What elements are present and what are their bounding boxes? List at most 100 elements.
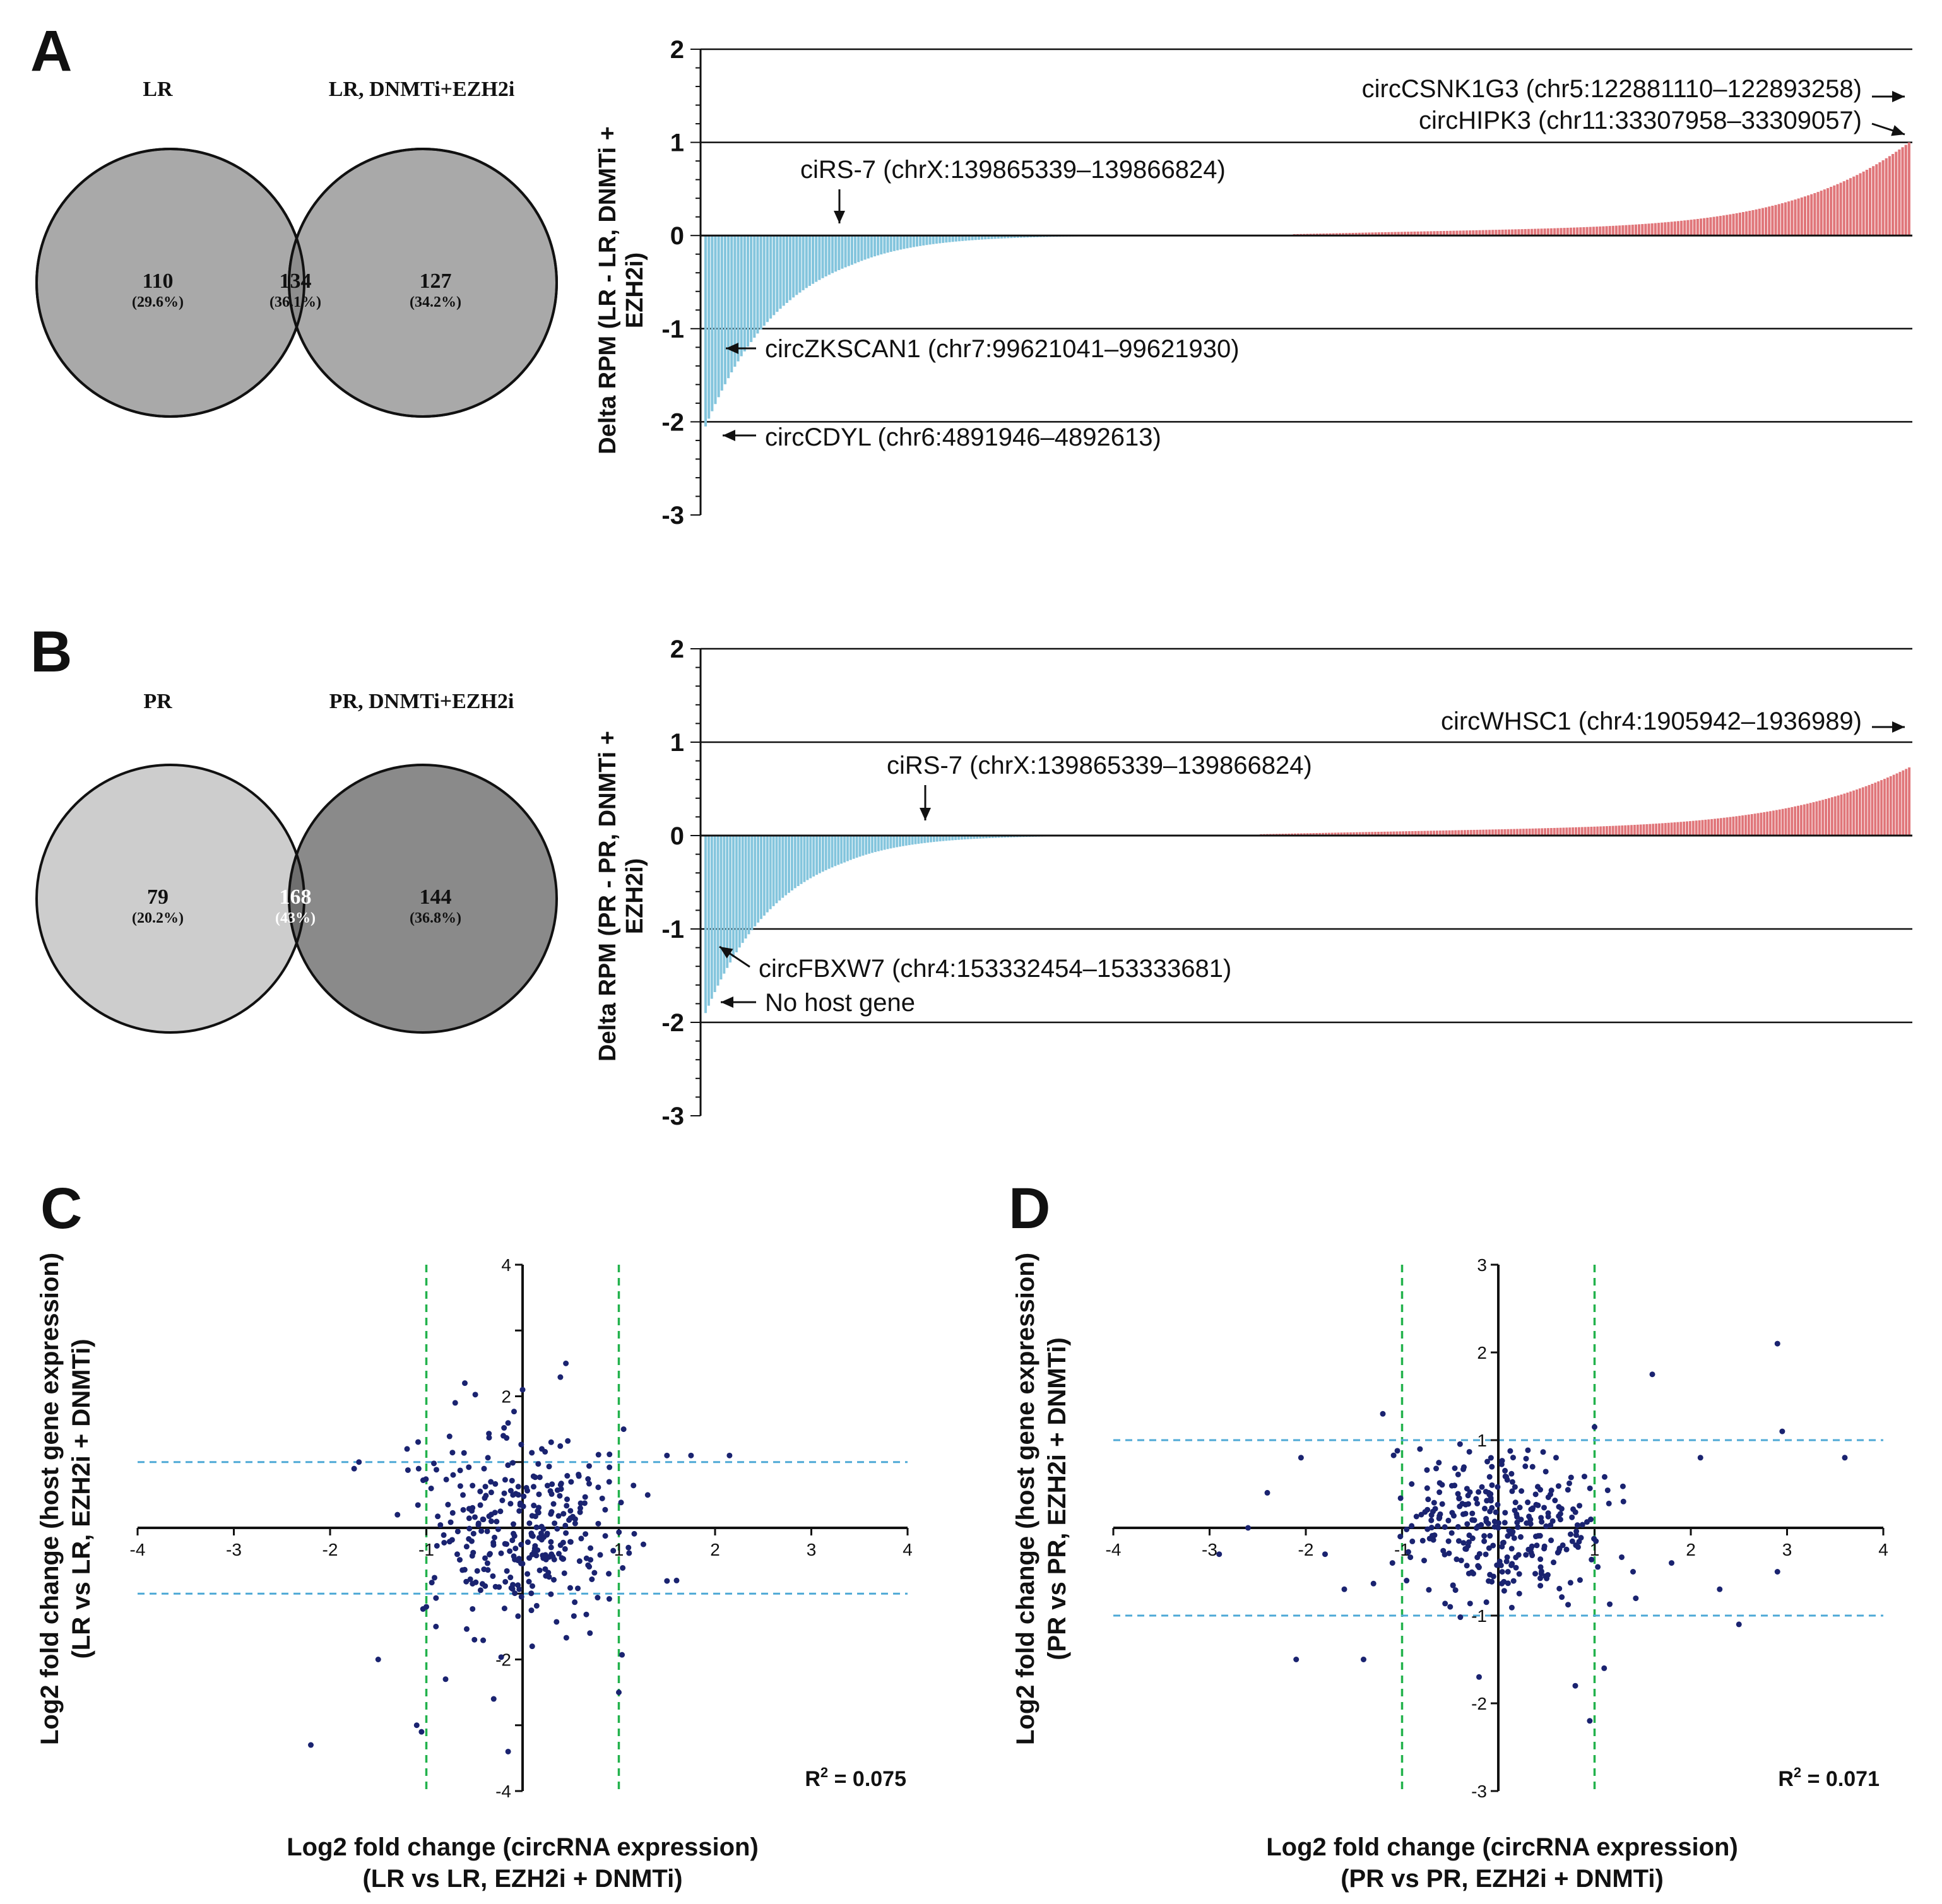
scatter-c-point — [485, 1455, 491, 1461]
scatter-c-point — [466, 1515, 472, 1522]
scatter-c-point — [415, 1439, 421, 1445]
scatter-c-point — [446, 1433, 453, 1440]
scatter-d-ytick-label: 2 — [1477, 1343, 1487, 1363]
scatter-c-point — [507, 1575, 514, 1581]
scatter-c-point — [591, 1570, 598, 1576]
scatter-c-point — [644, 1492, 651, 1498]
scatter-d-point — [1431, 1532, 1438, 1539]
scatter-d-point — [1440, 1547, 1447, 1554]
scatter-c-point — [538, 1530, 544, 1537]
venn-b: PR PR, DNMTi+EZH2i 79 (20.2%) 168 (43%) … — [35, 690, 558, 1034]
scatter-c-point — [433, 1623, 439, 1629]
scatter-c-point — [618, 1499, 624, 1506]
scatter-c-point — [470, 1605, 476, 1612]
scatter-c-point — [454, 1551, 460, 1558]
scatter-d-point — [1361, 1657, 1366, 1662]
panel-a-letter: A — [30, 19, 72, 83]
scatter-c-point — [515, 1492, 521, 1498]
scatter-c-point — [470, 1482, 476, 1489]
scatter-d-point — [1216, 1551, 1223, 1558]
bar-b-ytick-label: 2 — [670, 636, 684, 663]
scatter-c-point — [564, 1473, 571, 1479]
scatter-c-point — [586, 1481, 593, 1487]
scatter-d-point — [1455, 1491, 1461, 1497]
scatter-d-point — [1389, 1560, 1395, 1566]
scatter-c-point — [535, 1510, 542, 1516]
venn-b-right-title: PR, DNMTi+EZH2i — [329, 690, 514, 713]
scatter-d-point — [1495, 1484, 1501, 1490]
scatter-c-point — [583, 1611, 589, 1617]
scatter-c-point — [581, 1500, 588, 1506]
scatter-d-point — [1485, 1520, 1491, 1527]
scatter-d-xtick-label: 2 — [1686, 1540, 1696, 1559]
scatter-d-point — [1504, 1554, 1510, 1561]
scatter-d-point — [1428, 1517, 1435, 1523]
venn-b-right-circle — [289, 765, 557, 1032]
scatter-c-point — [528, 1607, 535, 1614]
scatter-d-point — [1501, 1588, 1507, 1594]
scatter-c-point — [548, 1539, 554, 1545]
scatter-d-point — [1620, 1498, 1626, 1505]
scatter-c-point — [504, 1568, 510, 1574]
scatter-c-point — [602, 1506, 608, 1513]
bar-b-ytick-label: 1 — [670, 729, 684, 757]
scatter-c-point — [433, 1467, 439, 1473]
scatter-c-xtick-label: -1 — [418, 1540, 434, 1559]
scatter-c-point — [505, 1748, 511, 1754]
scatter-c-point — [549, 1481, 555, 1487]
scatter-d-point — [1573, 1542, 1579, 1548]
scatter-d-point — [1508, 1546, 1515, 1552]
scatter-d-point — [1543, 1523, 1549, 1529]
scatter-d-point — [1428, 1512, 1435, 1518]
bar-b-ytick-label: -2 — [661, 1009, 684, 1037]
scatter-c-point — [548, 1439, 554, 1445]
scatter-c-point — [616, 1689, 622, 1696]
scatter-c-point — [543, 1532, 550, 1538]
scatter-c-point — [428, 1485, 434, 1491]
scatter-d-point — [1431, 1499, 1437, 1506]
scatter-d-point — [1542, 1469, 1549, 1475]
scatter-d-point — [1458, 1558, 1464, 1564]
scatter-c-point — [437, 1522, 444, 1528]
bar-a-ann-arrow-3-head — [726, 343, 738, 354]
scatter-c-point — [457, 1483, 463, 1489]
scatter-d-point — [1436, 1515, 1442, 1522]
scatter-d-point — [1484, 1458, 1491, 1465]
scatter-d-point — [1463, 1546, 1469, 1552]
scatter-c-point — [482, 1583, 488, 1589]
scatter-c-point — [557, 1493, 563, 1499]
scatter-d-point — [1424, 1467, 1430, 1473]
scatter-d-point — [1516, 1590, 1522, 1597]
scatter-d-point — [1548, 1537, 1554, 1544]
scatter-d-point — [1572, 1682, 1578, 1689]
scatter-c-point — [567, 1515, 574, 1522]
scatter-d-point — [1555, 1483, 1561, 1489]
scatter-d-point — [1471, 1517, 1477, 1523]
scatter-d-point — [1512, 1499, 1519, 1506]
scatter-d-point — [1445, 1538, 1452, 1544]
scatter-c-point — [606, 1479, 612, 1485]
scatter-c-point — [492, 1534, 498, 1540]
scatter-c-point — [528, 1590, 535, 1597]
scatter-d-point — [1509, 1530, 1515, 1537]
scatter-c-point — [445, 1501, 451, 1508]
scatter-c-point — [487, 1551, 493, 1558]
scatter-d-point — [1508, 1604, 1515, 1611]
scatter-d-point — [1717, 1586, 1723, 1592]
scatter-c-point — [607, 1464, 613, 1470]
bar-a-ylabel-1: Delta RPM (LR - LR, DNMTi + — [595, 126, 621, 454]
scatter-c-point — [477, 1488, 483, 1494]
scatter-c-point — [595, 1595, 601, 1601]
scatter-c-point — [606, 1571, 612, 1577]
scatter-d-point — [1532, 1534, 1539, 1540]
scatter-d-point — [1567, 1580, 1573, 1586]
scatter-c-point — [538, 1523, 545, 1530]
scatter-c-point — [536, 1491, 542, 1498]
scatter-d-point — [1424, 1506, 1431, 1513]
scatter-d-point — [1442, 1600, 1448, 1607]
scatter-c-point — [548, 1591, 554, 1597]
scatter-c-point — [688, 1452, 694, 1458]
scatter-d-point — [1503, 1558, 1510, 1564]
scatter-d-point — [1397, 1534, 1404, 1540]
ann-b-cirs7: ciRS-7 (chrX:139865339–139866824) — [887, 752, 1312, 779]
